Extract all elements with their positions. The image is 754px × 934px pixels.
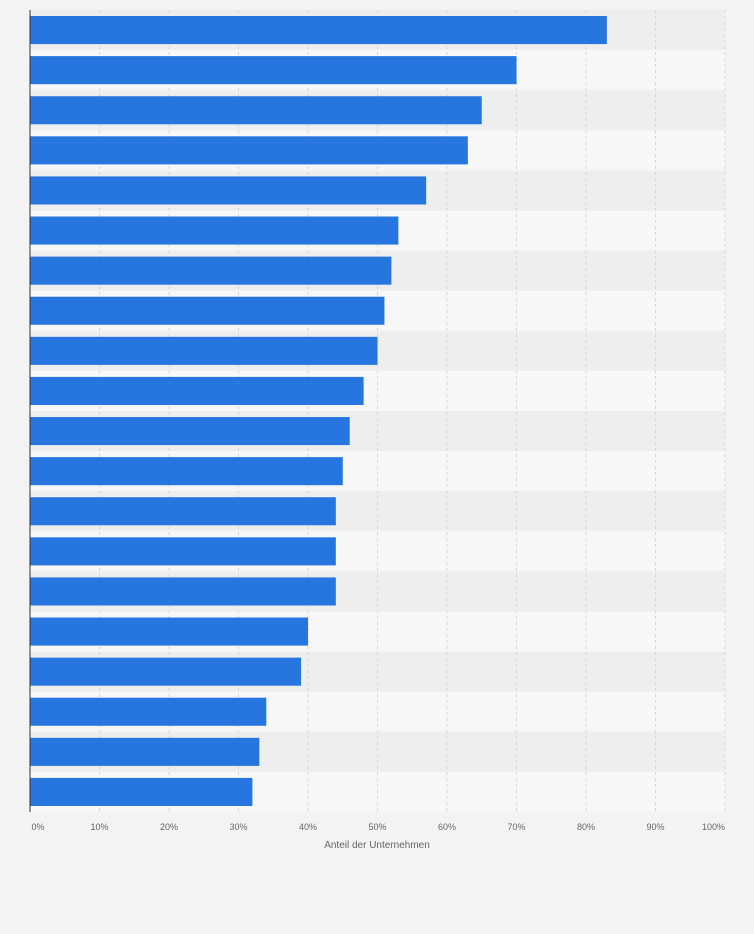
bar[interactable] [30, 697, 267, 726]
x-tick-label: 50% [368, 822, 386, 832]
bar[interactable] [30, 256, 392, 285]
bar[interactable] [30, 617, 308, 646]
bars [30, 16, 607, 806]
bar[interactable] [30, 376, 364, 405]
bar[interactable] [30, 417, 350, 446]
bar[interactable] [30, 136, 468, 165]
x-tick-label: 90% [646, 822, 664, 832]
bar[interactable] [30, 457, 343, 486]
x-tick-label: 100% [702, 822, 725, 832]
x-tick-label: 80% [577, 822, 595, 832]
x-tick-label: 40% [299, 822, 317, 832]
bar[interactable] [30, 777, 253, 806]
bar[interactable] [30, 176, 427, 205]
bar[interactable] [30, 577, 336, 606]
x-tick-labels: 0% 10% 20% 30% 40% 50% 60% 70% 80% 90% 100% [31, 822, 725, 832]
bar[interactable] [30, 737, 260, 766]
x-tick-label: 30% [229, 822, 247, 832]
x-tick-label: 0% [31, 822, 44, 832]
bar[interactable] [30, 56, 517, 85]
bar[interactable] [30, 16, 607, 45]
x-tick-label: 20% [160, 822, 178, 832]
bar[interactable] [30, 296, 385, 325]
x-tick-label: 70% [507, 822, 525, 832]
bar[interactable] [30, 96, 482, 125]
bar[interactable] [30, 497, 336, 526]
x-tick-label: 60% [438, 822, 456, 832]
bar[interactable] [30, 216, 399, 245]
x-tick-label: 10% [90, 822, 108, 832]
x-axis-label: Anteil der Unternehmen [324, 840, 430, 851]
bar[interactable] [30, 537, 336, 566]
bar[interactable] [30, 336, 378, 365]
bar[interactable] [30, 657, 302, 686]
